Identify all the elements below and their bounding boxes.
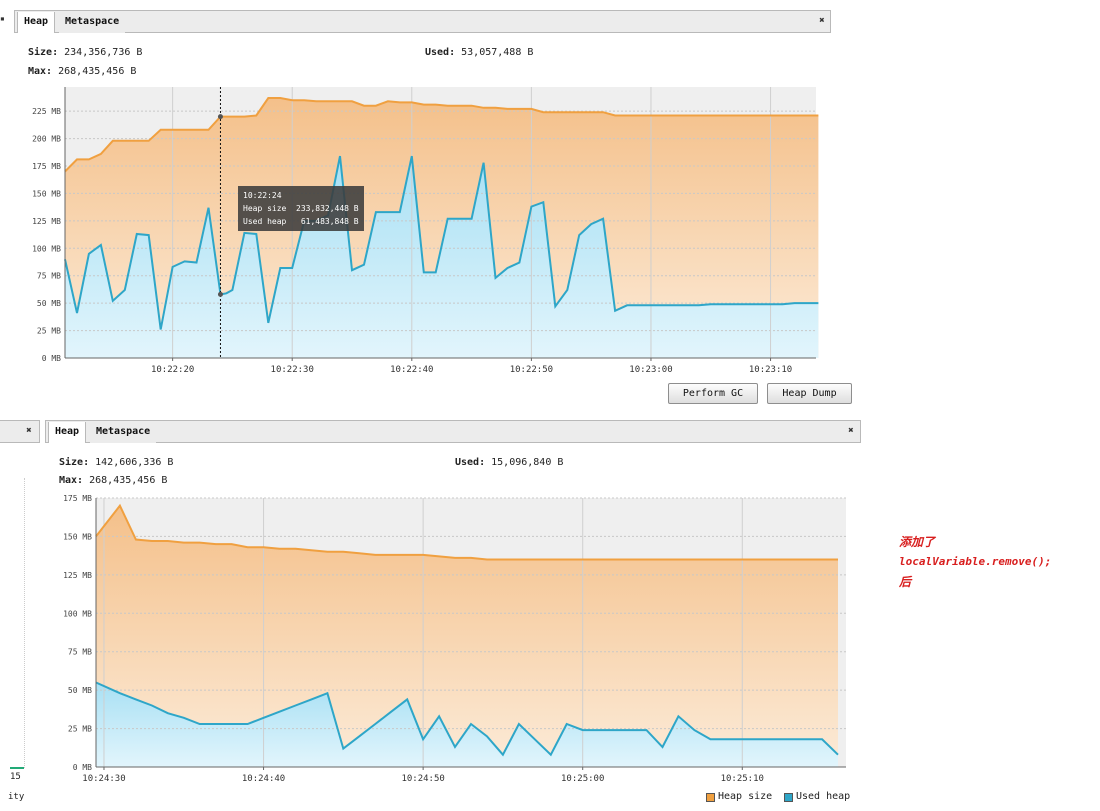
max-label: Max: xyxy=(28,66,53,77)
used-label: Used: xyxy=(455,457,486,468)
hover-used-point xyxy=(217,291,223,297)
y-tick-label: 25 MB xyxy=(37,327,61,336)
y-tick-label: 150 MB xyxy=(63,532,92,541)
used-heap-area xyxy=(96,682,838,767)
hover-heap-point xyxy=(217,114,223,120)
y-tick-label: 200 MB xyxy=(32,135,61,144)
heap-size-line xyxy=(64,97,819,173)
heap-chart-before: 0 MB 25 MB 50 MB 75 MB 100 MB 125 MB 150 MB 175… xyxy=(32,87,819,375)
tab-heap[interactable]: Heap xyxy=(17,12,56,33)
heap-dump-button[interactable]: Heap Dump xyxy=(767,383,852,404)
tooltip-heap-value: 233,832,448 B xyxy=(296,204,359,213)
annotation-line-1: 添加了 xyxy=(899,535,936,549)
tab-metaspace[interactable]: Metaspace xyxy=(90,422,157,443)
size-value: 234,356,736 B xyxy=(64,47,143,58)
tooltip-heap-label: Heap size xyxy=(243,204,287,213)
x-tick-label: 10:24:50 xyxy=(401,774,444,784)
top-tab-strip: Heap Metaspace ✖ xyxy=(14,10,831,33)
x-tick-label: 10:24:40 xyxy=(242,774,285,784)
x-tick-label: 10:23:00 xyxy=(629,365,672,375)
top-heap-panel: ▪ Heap Metaspace ✖ Size: 234,356,736 B U… xyxy=(0,0,860,410)
left-panel-close-icon[interactable]: ▪ xyxy=(0,14,5,23)
size-value: 142,606,336 B xyxy=(95,457,174,468)
y-tick-label: 50 MB xyxy=(68,686,92,695)
y-tick-label: 175 MB xyxy=(63,494,92,503)
bottom-tab-strip: Heap Metaspace ✖ xyxy=(45,420,861,443)
y-tick-label: 75 MB xyxy=(68,648,92,657)
size-label: Size: xyxy=(28,47,59,58)
left-fragment-tab-strip: ✖ xyxy=(0,420,40,443)
tab-heap[interactable]: Heap xyxy=(48,422,87,443)
size-label: Size: xyxy=(59,457,90,468)
max-value: 268,435,456 B xyxy=(58,66,137,77)
y-tick-label: 125 MB xyxy=(32,217,61,226)
used-readout: Used: 15,096,840 B xyxy=(455,457,563,468)
tab-metaspace[interactable]: Metaspace xyxy=(59,12,126,33)
annotation-line-3: 后 xyxy=(899,575,912,589)
heap-size-line xyxy=(95,503,838,561)
annotation-note: 添加了 localVariable.remove(); 后 xyxy=(899,532,1051,592)
heap-chart-after: 0 MB 25 MB 50 MB 75 MB 100 MB 125 MB 150 MB 175… xyxy=(63,494,846,784)
used-value: 53,057,488 B xyxy=(461,47,534,58)
x-tick-label: 10:22:50 xyxy=(510,365,553,375)
y-tick-label: 150 MB xyxy=(32,189,61,198)
left-fragment-baseline xyxy=(10,767,24,769)
y-tick-label: 75 MB xyxy=(37,272,61,281)
tooltip-used-value: 61,483,848 B xyxy=(300,217,359,226)
used-label: Used: xyxy=(425,47,456,58)
max-label: Max: xyxy=(59,475,84,486)
left-close-icon[interactable]: ✖ xyxy=(26,426,32,436)
heap-size-area xyxy=(96,505,838,767)
left-fragment-label: ity xyxy=(8,792,25,802)
y-tick-label: 50 MB xyxy=(37,299,61,308)
max-readout: Max: 268,435,456 B xyxy=(59,475,167,486)
perform-gc-button[interactable]: Perform GC xyxy=(668,383,758,404)
annotation-line-2: localVariable.remove(); xyxy=(899,555,1052,568)
x-tick-label: 10:23:10 xyxy=(749,365,792,375)
x-tick-label: 10:25:10 xyxy=(721,774,764,784)
max-readout: Max: 268,435,456 B xyxy=(28,66,136,77)
y-tick-label: 125 MB xyxy=(63,571,92,580)
used-value: 15,096,840 B xyxy=(491,457,564,468)
bottom-heap-panel: ✖ Heap Metaspace ✖ Size: 142,606,336 B U… xyxy=(0,410,880,811)
tooltip-time: 10:22:24 xyxy=(243,191,282,200)
size-readout: Size: 234,356,736 B xyxy=(28,47,142,58)
legend-used-swatch xyxy=(784,793,793,802)
y-tick-label: 25 MB xyxy=(68,725,92,734)
y-tick-label: 175 MB xyxy=(32,162,61,171)
y-tick-label: 0 MB xyxy=(73,763,92,772)
y-tick-label: 0 MB xyxy=(42,354,61,363)
used-heap-area xyxy=(65,156,819,358)
left-fragment-chart xyxy=(10,478,25,768)
close-icon[interactable]: ✖ xyxy=(848,426,854,436)
used-heap-line xyxy=(64,155,819,330)
x-tick-label: 10:24:30 xyxy=(82,774,125,784)
used-readout: Used: 53,057,488 B xyxy=(425,47,533,58)
x-tick-label: 10:22:30 xyxy=(271,365,314,375)
legend-heap-label: Heap size xyxy=(718,791,773,802)
y-tick-label: 225 MB xyxy=(32,107,61,116)
size-readout: Size: 142,606,336 B xyxy=(59,457,173,468)
legend-heap-swatch xyxy=(706,793,715,802)
x-tick-label: 10:25:00 xyxy=(561,774,604,784)
y-tick-label: 100 MB xyxy=(63,609,92,618)
x-tick-label: 10:22:20 xyxy=(151,365,194,375)
used-heap-line xyxy=(95,681,839,757)
max-value: 268,435,456 B xyxy=(89,475,168,486)
close-icon[interactable]: ✖ xyxy=(819,16,825,26)
left-fragment-tick: 15 xyxy=(10,772,21,782)
y-tick-label: 100 MB xyxy=(32,244,61,253)
tooltip-used-label: Used heap xyxy=(243,217,287,226)
chart-tooltip: 10:22:24 Heap size 233,832,448 B Used he… xyxy=(238,186,364,231)
legend-used-label: Used heap xyxy=(796,791,851,802)
x-tick-label: 10:22:40 xyxy=(390,365,433,375)
